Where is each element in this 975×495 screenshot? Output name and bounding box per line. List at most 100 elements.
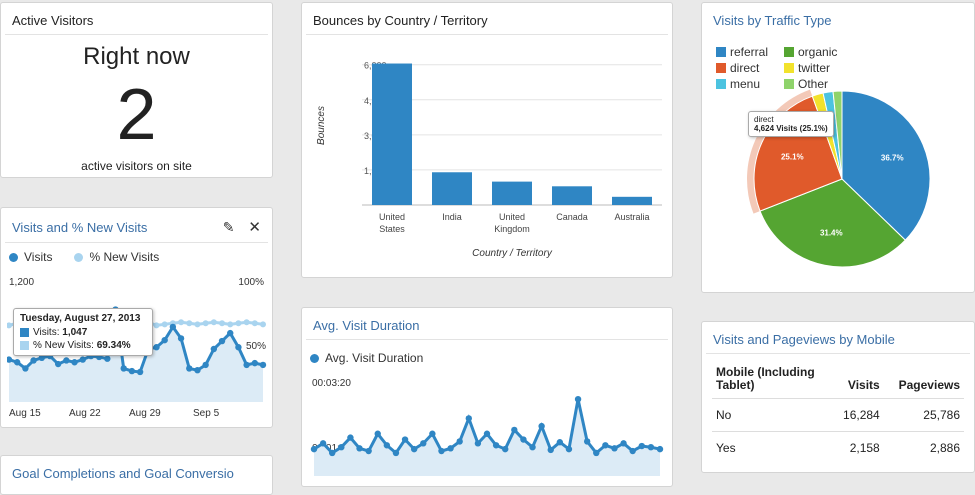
duration-point — [310, 445, 318, 453]
pie-slice — [832, 90, 843, 180]
duration-point — [447, 445, 454, 452]
duration-point — [647, 444, 655, 451]
mobile-widget-title: Visits and Pageviews by Mobile — [706, 322, 970, 354]
visits-point — [218, 337, 226, 345]
traffic-legend-swatch — [716, 47, 726, 57]
visits-point — [259, 361, 267, 369]
duration-legend-label: Avg. Visit Duration — [325, 351, 424, 365]
bounce-category-label: United — [379, 212, 405, 222]
visits-point — [235, 344, 242, 351]
pie-tooltip-line2: 4,624 Visits (25.1%) — [754, 124, 828, 133]
mobile-row-visits: 16,284 — [832, 398, 884, 432]
visits-point — [38, 354, 45, 362]
traffic-legend-swatch — [784, 63, 794, 73]
duration-point — [656, 445, 664, 453]
table-row: Yes 2,158 2,886 — [712, 431, 964, 464]
goals-widget: Goal Completions and Goal Conversio — [0, 455, 273, 495]
visits-x-axis: Aug 15 Aug 22 Aug 29 Sep 5 — [1, 408, 272, 420]
pie-slice — [841, 90, 931, 241]
visits-x-label: Aug 15 — [9, 408, 41, 419]
visits-point — [177, 335, 185, 342]
duration-point — [574, 396, 582, 403]
duration-point — [547, 446, 554, 454]
active-visitors-caption: active visitors on site — [81, 159, 192, 173]
bounce-category-label: United — [499, 212, 525, 222]
bounces-bar-chart: 6,0004,5003,0001,500UnitedStatesIndiaUni… — [362, 61, 662, 234]
mobile-row-device: Yes — [712, 431, 832, 464]
visits-widget: Visits and % New Visits ✎ ✕ Visits % New… — [0, 207, 273, 428]
mobile-widget: Visits and Pageviews by Mobile Mobile (I… — [701, 321, 975, 473]
duration-y-mid: 00:01:40 — [312, 443, 351, 454]
visits-point — [22, 365, 29, 372]
bounce-category-label: States — [379, 224, 405, 234]
traffic-legend-label: referral — [730, 45, 769, 59]
visits-y-left-top: 1,200 — [9, 277, 35, 288]
mobile-table-header: Mobile (Including Tablet) Visits Pagevie… — [712, 360, 964, 399]
visits-x-label: Aug 29 — [129, 408, 161, 419]
visits-point — [104, 355, 111, 362]
mobile-header-device[interactable]: Mobile (Including Tablet) — [716, 365, 815, 392]
mobile-header-pageviews[interactable]: Pageviews — [898, 378, 960, 392]
visits-tooltip-date: Tuesday, August 27, 2013 — [20, 313, 141, 324]
duration-point — [456, 438, 463, 445]
new-visits-point — [227, 321, 234, 328]
close-icon[interactable]: ✕ — [248, 219, 261, 236]
duration-point — [638, 442, 645, 450]
pie-tooltip: direct 4,624 Visits (25.1%) — [748, 111, 834, 137]
pie-slice-label: 25.1% — [781, 152, 804, 161]
visits-point — [210, 345, 218, 353]
duration-area — [314, 399, 660, 476]
duration-point — [511, 426, 518, 434]
visits-point — [54, 360, 62, 368]
visits-y-right-top: 100% — [238, 277, 264, 288]
tooltip-visits-value: 1,047 — [62, 327, 88, 338]
duration-point — [520, 436, 527, 443]
visits-tooltip: Tuesday, August 27, 2013 Visits: 1,047 %… — [13, 308, 153, 356]
visits-point — [186, 365, 193, 372]
traffic-widget: Visits by Traffic Type referral organic di… — [701, 2, 975, 293]
duration-point — [338, 444, 345, 451]
active-visitors-title: Active Visitors — [5, 3, 268, 35]
visits-point — [251, 359, 259, 367]
duration-point — [538, 422, 545, 430]
traffic-legend-swatch — [784, 79, 794, 89]
tooltip-new-value: 69.34% — [96, 340, 131, 351]
duration-point — [556, 439, 564, 446]
duration-point — [593, 449, 600, 457]
duration-point — [483, 430, 491, 437]
visits-point — [161, 336, 168, 344]
new-visits-point — [186, 320, 193, 327]
visits-point — [243, 361, 250, 369]
traffic-legend-label: organic — [798, 45, 838, 59]
duration-point — [383, 442, 391, 449]
right-now-label: Right now — [83, 43, 190, 70]
mobile-header-visits[interactable]: Visits — [847, 378, 880, 392]
visits-point — [202, 361, 209, 369]
new-visits-point — [7, 322, 12, 329]
visits-point — [194, 367, 201, 374]
bounce-bar — [552, 186, 592, 205]
duration-point — [438, 447, 445, 455]
traffic-legend-label: menu — [730, 77, 761, 91]
duration-widget: Avg. Visit Duration Avg. Visit Duration … — [301, 307, 673, 487]
tooltip-new-swatch — [20, 341, 29, 350]
mobile-row-visits: 2,158 — [832, 431, 884, 464]
duration-y-top: 00:03:20 — [312, 378, 351, 389]
duration-point — [465, 415, 472, 422]
visits-point — [136, 368, 144, 376]
duration-point — [356, 445, 363, 452]
visits-point — [128, 367, 136, 375]
visits-legend: Visits % New Visits — [9, 250, 159, 264]
new-visits-point — [260, 321, 266, 328]
pie-slice-label: 36.7% — [881, 154, 904, 163]
duration-point — [392, 449, 400, 457]
duration-point — [365, 447, 372, 455]
duration-widget-title: Avg. Visit Duration — [306, 308, 668, 340]
duration-legend-swatch — [310, 353, 319, 363]
duration-point — [502, 445, 509, 453]
duration-point — [583, 438, 591, 445]
visits-x-label: Aug 22 — [69, 408, 101, 419]
traffic-legend-label: direct — [730, 61, 760, 75]
traffic-pie-chart: 36.7% 31.4% 25.1% — [747, 89, 931, 268]
pencil-icon[interactable]: ✎ — [222, 218, 235, 235]
